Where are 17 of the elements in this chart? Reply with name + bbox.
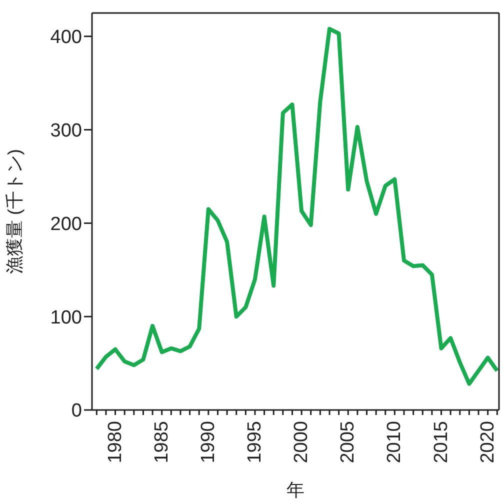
x-tick-label: 2000 (291, 421, 312, 464)
x-axis-title: 年 (286, 480, 304, 500)
x-tick-label: 1990 (198, 421, 219, 464)
y-tick-label: 200 (50, 214, 82, 235)
x-tick-label: 2020 (477, 421, 498, 464)
x-tick-label: 1980 (104, 421, 126, 464)
x-tick-label: 2015 (430, 421, 452, 464)
x-tick-label: 2010 (384, 421, 406, 464)
y-tick-label: 0 (71, 400, 82, 422)
x-tick-label: 2005 (338, 421, 359, 464)
x-tick-label: 1995 (244, 421, 266, 464)
x-tick-label: 1985 (151, 421, 172, 464)
y-tick-label: 300 (50, 120, 82, 142)
line-series (94, 26, 499, 386)
y-tick-label: 100 (50, 307, 82, 328)
y-tick-label: 400 (50, 27, 82, 48)
y-axis-title: 漁獲量 (千トン) (4, 149, 24, 274)
